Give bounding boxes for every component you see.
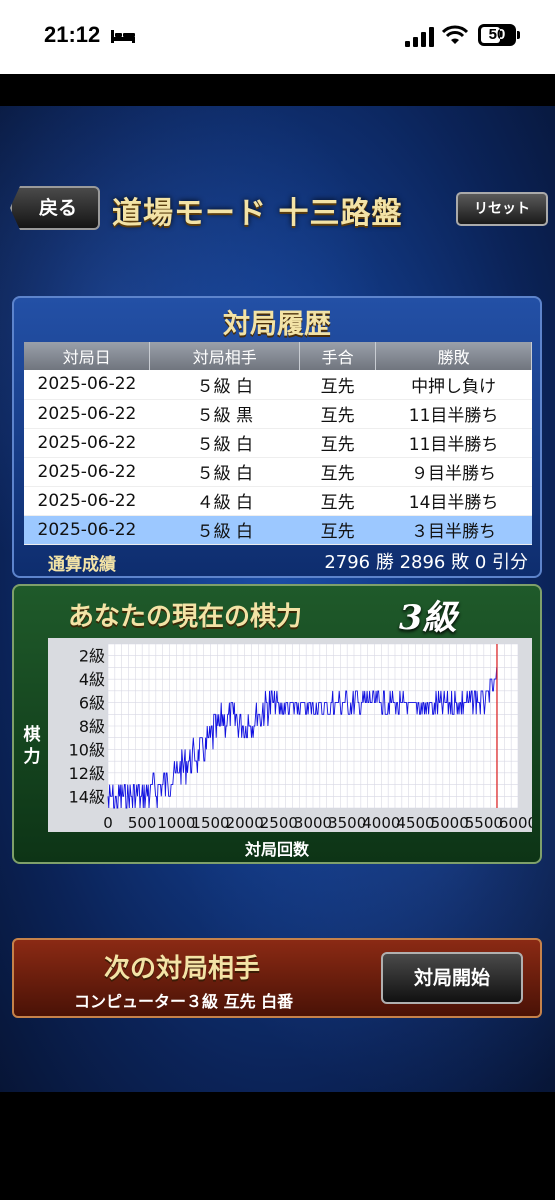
column-header-result: 勝敗 <box>375 342 532 370</box>
cell-opponent: ５級 白 <box>149 457 300 487</box>
strength-series-line <box>107 667 498 809</box>
table-row[interactable]: 2025-06-22 ５級 白互先 ３目半勝ち <box>24 515 532 545</box>
cell-result: ９目半勝ち <box>375 457 532 487</box>
cell-opponent: ４級 白 <box>149 486 300 516</box>
cell-opponent: ５級 白 <box>149 428 300 458</box>
battery-icon: 50 <box>478 24 520 46</box>
table-row[interactable]: 2025-06-22 ５級 黒互先 11目半勝ち <box>24 399 532 429</box>
strength-chart: 2級 4級 6級 8級 10級 12級 14級 0 500 1000150020002500300… <box>48 638 532 832</box>
table-row[interactable]: 2025-06-22 ５級 白互先 中押し負け <box>24 370 532 400</box>
total-record-label: 通算成績 <box>48 555 116 575</box>
y-tick-label: 6級 <box>79 694 105 713</box>
x-tick-label: 4000 <box>362 814 400 832</box>
signal-icon <box>405 27 434 47</box>
x-tick-label: 3000 <box>294 814 332 832</box>
next-opponent-title: 次の対局相手 <box>104 954 261 984</box>
x-tick-label: 3500 <box>328 814 366 832</box>
table-row[interactable]: 2025-06-22 ５級 白互先 11目半勝ち <box>24 428 532 458</box>
x-tick-label: 6000 <box>499 814 532 832</box>
cell-handicap: 互先 <box>299 457 376 487</box>
battery-level: 50 <box>488 26 506 43</box>
total-record-value: 2796 勝 2896 敗 0 引分 <box>324 552 528 573</box>
cell-result: 中押し負け <box>375 370 532 400</box>
history-table: 対局日 対局相手 手合 勝敗 2025-06-22 ５級 白互先 中押し負け 2025… <box>24 342 532 545</box>
y-tick-label: 14級 <box>69 787 105 806</box>
x-tick-label: 5500 <box>465 814 503 832</box>
cell-date: 2025-06-22 <box>24 515 150 545</box>
table-row[interactable]: 2025-06-22 ４級 白互先 14目半勝ち <box>24 486 532 516</box>
cell-handicap: 互先 <box>299 399 376 429</box>
back-button[interactable]: 戻る <box>10 186 100 230</box>
cell-handicap: 互先 <box>299 370 376 400</box>
column-header-date: 対局日 <box>24 342 151 370</box>
x-tick-label: 1500 <box>191 814 229 832</box>
cell-date: 2025-06-22 <box>24 370 150 400</box>
x-tick-label: 2500 <box>260 814 298 832</box>
cell-result: 11目半勝ち <box>375 428 532 458</box>
x-tick-label: 4500 <box>396 814 434 832</box>
cell-opponent: ５級 白 <box>149 515 300 545</box>
page-title: 道場モード 十三路盤 <box>112 196 403 231</box>
x-tick-label: 1000 <box>157 814 195 832</box>
cell-result: 14目半勝ち <box>375 486 532 516</box>
column-header-handicap: 手合 <box>299 342 377 370</box>
cell-result: 11目半勝ち <box>375 399 532 429</box>
game-screen: 戻る 道場モード 十三路盤 リセット 対局履歴 対局日 対局相手 手合 勝敗 2… <box>0 106 555 1092</box>
chart-y-label: 棋力 <box>23 725 41 767</box>
strength-title: あなたの現在の棋力 <box>68 602 303 632</box>
y-tick-label: 2級 <box>79 647 105 666</box>
next-opponent-panel: 次の対局相手 コンピューター３級 互先 白番 対局開始 <box>12 938 542 1018</box>
strength-panel: あなたの現在の棋力 3級 棋力 2級 4級 6級 8級 10級 12級 14級 0 500 100… <box>12 584 542 864</box>
chart-x-label: 対局回数 <box>244 840 309 859</box>
column-header-opponent: 対局相手 <box>149 342 301 370</box>
cell-date: 2025-06-22 <box>24 486 150 516</box>
history-panel: 対局履歴 対局日 対局相手 手合 勝敗 2025-06-22 ５級 白互先 中押し負… <box>12 296 542 578</box>
x-tick-label: 5000 <box>431 814 469 832</box>
cell-opponent: ５級 白 <box>149 370 300 400</box>
next-opponent-desc: コンピューター３級 互先 白番 <box>74 992 294 1011</box>
start-game-button[interactable]: 対局開始 <box>381 952 523 1004</box>
cell-date: 2025-06-22 <box>24 428 150 458</box>
sleep-icon <box>111 30 135 43</box>
y-tick-label: 12級 <box>69 764 105 783</box>
x-tick-label: 0 <box>103 814 113 832</box>
cell-handicap: 互先 <box>299 486 376 516</box>
y-tick-label: 8級 <box>79 717 105 736</box>
x-tick-label: 2000 <box>226 814 264 832</box>
table-row[interactable]: 2025-06-22 ５級 白互先 ９目半勝ち <box>24 457 532 487</box>
cell-date: 2025-06-22 <box>24 457 150 487</box>
y-tick-label: 4級 <box>79 670 105 689</box>
cell-date: 2025-06-22 <box>24 399 150 429</box>
status-time: 21:12 <box>44 22 101 47</box>
cell-result: ３目半勝ち <box>375 515 532 545</box>
history-title: 対局履歴 <box>223 309 331 340</box>
cell-handicap: 互先 <box>299 515 376 545</box>
status-bar: 21:12 50 <box>0 0 555 74</box>
wifi-icon <box>442 25 468 44</box>
x-tick-label: 500 <box>128 814 157 832</box>
y-tick-label: 10級 <box>69 740 105 759</box>
cell-handicap: 互先 <box>299 428 376 458</box>
cell-opponent: ５級 黒 <box>149 399 300 429</box>
reset-button[interactable]: リセット <box>456 192 548 226</box>
current-rank: 3級 <box>399 598 457 638</box>
